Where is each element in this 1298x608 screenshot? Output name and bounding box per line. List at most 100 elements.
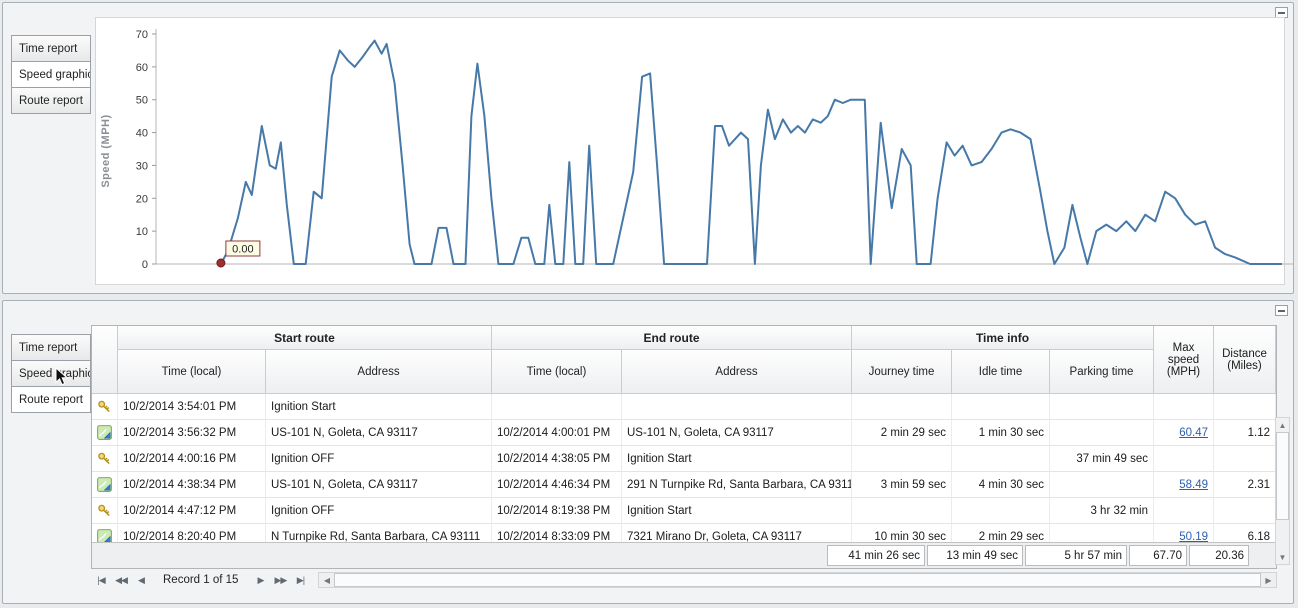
header-start-address[interactable]: Address [266,350,492,394]
route-report-panel: Time report Speed graphic Route report Sta… [2,300,1294,604]
header-start-time[interactable]: Time (local) [118,350,266,394]
cell-distance: 6.18 [1214,524,1276,542]
cell-idle-time: 4 min 30 sec [952,472,1050,498]
header-end-address[interactable]: Address [622,350,852,394]
summary-spacer [92,543,826,568]
header-icon-column [92,326,118,394]
speed-chart-svg: 0 10 20 30 40 50 60 70 0.00 [136,29,1294,271]
cell-end-address: 7321 Mirano Dr, Goleta, CA 93117 [622,524,852,542]
summary-distance: 20.36 [1188,543,1250,568]
tab-time-report[interactable]: Time report [11,334,91,361]
cell-idle-time [952,394,1050,420]
cell-max-speed: 58.49 [1154,472,1214,498]
cell-idle-time [952,498,1050,524]
summary-row: 41 min 26 sec 13 min 49 sec 5 hr 57 min … [92,542,1276,568]
table-row[interactable]: 10/2/2014 4:00:16 PM Ignition OFF 10/2/201… [92,446,1276,472]
prev-page-button[interactable]: ◀◀ [111,572,131,589]
horizontal-scrollbar-thumb[interactable] [334,573,1261,587]
tab-route-report[interactable]: Route report [11,386,91,413]
table-rows: 10/2/2014 3:54:01 PM Ignition Start 10/2/2… [92,394,1276,542]
vertical-scrollbar[interactable]: ▲ ▼ [1275,417,1290,565]
cell-idle-time: 2 min 29 sec [952,524,1050,542]
bottom-tabstrip: Time report Speed graphic Route report [11,334,91,413]
header-end-route-stack: End route Time (local) Address [492,326,852,394]
table-row[interactable]: 10/2/2014 3:56:32 PM US-101 N, Goleta, CA… [92,420,1276,446]
last-record-button[interactable]: ▶| [290,572,310,589]
record-count-label: Record 1 of 15 [163,574,239,586]
svg-text:20: 20 [136,193,148,205]
header-parking-time[interactable]: Parking time [1050,350,1154,394]
cell-end-address: Ignition Start [622,446,852,472]
cell-start-time: 10/2/2014 8:20:40 PM [118,524,266,542]
header-group-end-route[interactable]: End route [492,326,852,350]
svg-text:0: 0 [142,259,148,271]
header-idle-time[interactable]: Idle time [952,350,1050,394]
cell-start-address: Ignition OFF [266,498,492,524]
cell-start-time: 10/2/2014 3:54:01 PM [118,394,266,420]
cell-journey-time: 10 min 30 sec [852,524,952,542]
header-max-speed[interactable]: Max speed (MPH) [1154,326,1214,394]
header-start-route-stack: Start route Time (local) Address [118,326,492,394]
collapse-panel-button[interactable] [1275,305,1288,316]
chart-start-marker [216,258,226,268]
table-row[interactable]: 10/2/2014 4:47:12 PM Ignition OFF 10/2/201… [92,498,1276,524]
header-distance[interactable]: Distance (Miles) [1214,326,1276,394]
tab-time-report[interactable]: Time report [11,35,91,62]
key-icon [92,446,118,472]
cell-journey-time [852,446,952,472]
header-journey-time[interactable]: Journey time [852,350,952,394]
header-end-time[interactable]: Time (local) [492,350,622,394]
cell-end-time [492,394,622,420]
max-speed-link[interactable]: 50.19 [1179,530,1208,543]
key-icon [92,394,118,420]
svg-text:40: 40 [136,128,148,140]
svg-text:0.00: 0.00 [232,244,253,256]
cell-max-speed: 60.47 [1154,420,1214,446]
cell-idle-time: 1 min 30 sec [952,420,1050,446]
next-record-button[interactable]: ▶ [250,572,270,589]
table-row[interactable]: 10/2/2014 3:54:01 PM Ignition Start [92,394,1276,420]
cell-start-address: Ignition OFF [266,446,492,472]
svg-text:70: 70 [136,29,148,41]
route-table: Start route Time (local) Address End rou… [91,325,1277,569]
prev-record-button[interactable]: ◀ [131,572,151,589]
scroll-left-icon[interactable]: ◀ [323,575,331,585]
route-icon [92,524,118,542]
scroll-right-icon[interactable]: ▶ [1265,575,1272,585]
tab-speed-graphic[interactable]: Speed graphic [11,61,91,88]
cell-end-time: 10/2/2014 4:46:34 PM [492,472,622,498]
scroll-up-icon[interactable]: ▲ [1278,420,1287,430]
horizontal-scrollbar[interactable]: ◀ ▶ [318,572,1277,588]
cell-start-address: Ignition Start [266,394,492,420]
tab-route-report[interactable]: Route report [11,87,91,114]
next-page-button[interactable]: ▶▶ [270,572,290,589]
summary-parking-time: 5 hr 57 min [1024,543,1128,568]
tab-speed-graphic[interactable]: Speed graphic [11,360,91,387]
cell-end-address: Ignition Start [622,498,852,524]
cell-journey-time: 2 min 29 sec [852,420,952,446]
max-speed-link[interactable]: 60.47 [1179,426,1208,439]
header-group-start-route[interactable]: Start route [118,326,492,350]
cell-distance [1214,498,1276,524]
table-row[interactable]: 10/2/2014 8:20:40 PM N Turnpike Rd, Santa… [92,524,1276,542]
table-row[interactable]: 10/2/2014 4:38:34 PM US-101 N, Goleta, CA… [92,472,1276,498]
header-group-time-info[interactable]: Time info [852,326,1154,350]
cell-parking-time [1050,472,1154,498]
max-speed-link[interactable]: 58.49 [1179,478,1208,491]
chart-tooltip [225,240,261,257]
svg-text:10: 10 [136,226,148,238]
svg-text:30: 30 [136,160,148,172]
summary-idle-time: 13 min 49 sec [926,543,1024,568]
speed-chart: Speed (MPH) 0 10 20 30 40 50 60 70 0.00 [95,17,1294,285]
cell-start-time: 10/2/2014 4:47:12 PM [118,498,266,524]
cell-end-address [622,394,852,420]
first-record-button[interactable]: |◀ [91,572,111,589]
cell-parking-time: 37 min 49 sec [1050,446,1154,472]
cell-journey-time [852,394,952,420]
summary-max-speed: 67.70 [1128,543,1188,568]
svg-text:50: 50 [136,95,148,107]
record-navigator: |◀ ◀◀ ◀ Record 1 of 15 ▶ ▶▶ ▶| ◀ ▶ [91,569,1277,591]
route-icon [92,472,118,498]
vertical-scrollbar-thumb[interactable] [1276,432,1289,520]
scroll-down-icon[interactable]: ▼ [1278,552,1287,562]
